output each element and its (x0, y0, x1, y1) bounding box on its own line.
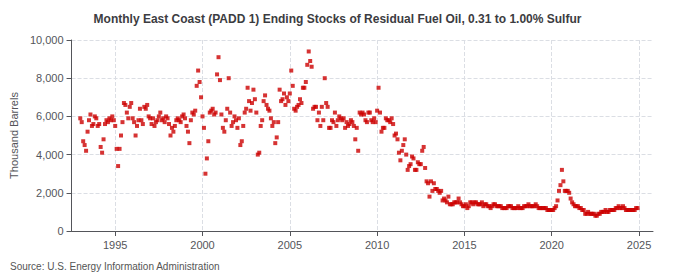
svg-text:Thousand Barrels: Thousand Barrels (8, 92, 20, 179)
svg-text:1995: 1995 (103, 239, 127, 251)
svg-text:2015: 2015 (452, 239, 476, 251)
svg-text:2005: 2005 (278, 239, 302, 251)
svg-text:10,000: 10,000 (30, 34, 64, 46)
svg-text:6,000: 6,000 (36, 110, 64, 122)
svg-text:0: 0 (57, 225, 63, 237)
svg-text:Monthly East Coast (PADD 1) En: Monthly East Coast (PADD 1) Ending Stock… (94, 12, 582, 26)
svg-text:2025: 2025 (627, 239, 651, 251)
svg-text:4,000: 4,000 (36, 149, 64, 161)
svg-text:8,000: 8,000 (36, 72, 64, 84)
svg-text:2000: 2000 (190, 239, 214, 251)
svg-text:2010: 2010 (365, 239, 389, 251)
svg-text:Source: U.S. Energy Informatio: Source: U.S. Energy Information Administ… (10, 261, 220, 272)
svg-text:2020: 2020 (539, 239, 563, 251)
svg-text:2,000: 2,000 (36, 187, 64, 199)
